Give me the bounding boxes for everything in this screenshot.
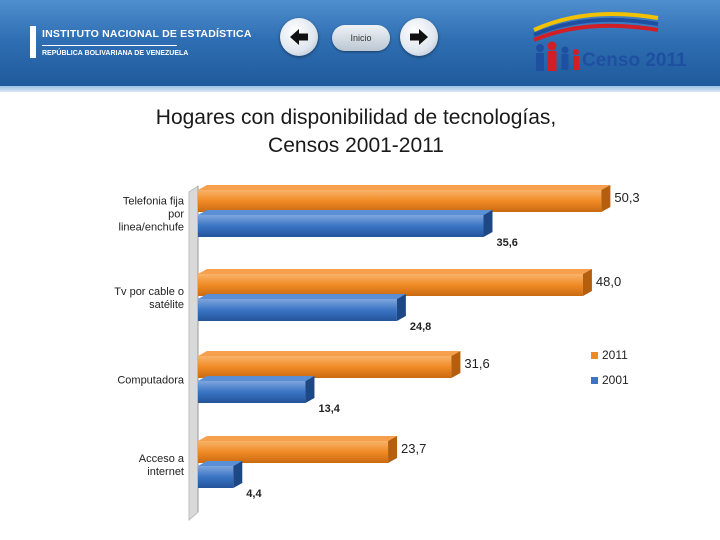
category-label-3: Acceso a — [139, 453, 185, 465]
bar-2011-3 — [198, 441, 389, 463]
header-divider — [0, 86, 720, 92]
bar-top-face — [198, 210, 493, 215]
censo-label: Censo 2011 — [582, 50, 687, 71]
category-label-0: Telefonia fija — [123, 196, 185, 208]
arrow-left-icon — [290, 29, 308, 45]
org-subtitle: REPÚBLICA BOLIVARIANA DE VENEZUELA — [42, 50, 189, 57]
chart-title: Hogares con disponibilidad de tecnología… — [0, 104, 712, 160]
bar-end-face — [601, 185, 611, 212]
bar-2011-2 — [198, 356, 452, 378]
family-icon — [533, 12, 659, 71]
next-button[interactable] — [400, 18, 438, 56]
bar-end-face — [582, 269, 592, 296]
org-name: INSTITUTO NACIONAL DE ESTADÍSTICA — [42, 28, 252, 40]
bar-top-face — [198, 436, 398, 441]
data-label-2001-3: 4,4 — [246, 488, 262, 500]
legend-label-2001: 2001 — [602, 373, 629, 387]
bar-top-face — [198, 461, 243, 466]
ine-logo-mark — [30, 26, 36, 58]
bar-2001-2 — [198, 381, 306, 403]
home-button[interactable]: Inicio — [332, 25, 390, 51]
bar-2001-3 — [198, 466, 234, 488]
bar-end-face — [233, 461, 243, 488]
category-label-1: satélite — [149, 299, 184, 311]
arrow-right-icon — [410, 29, 428, 45]
legend-swatch-2011 — [591, 352, 598, 359]
data-label-2011-3: 23,7 — [401, 441, 426, 456]
chart-title-line-2: Censos 2001-2011 — [268, 134, 444, 157]
bar-end-face — [451, 351, 461, 378]
data-label-2001-2: 13,4 — [318, 403, 340, 415]
category-label-2: Computadora — [117, 375, 185, 387]
bar-top-face — [198, 185, 611, 190]
bar-top-face — [198, 269, 592, 274]
bar-top-face — [198, 376, 315, 381]
category-label-0: por — [168, 209, 184, 221]
ine-logo: INSTITUTO NACIONAL DE ESTADÍSTICA REPÚBL… — [30, 24, 251, 68]
bar-top-face — [198, 294, 406, 299]
data-label-2011-0: 50,3 — [614, 190, 639, 205]
data-label-2011-2: 31,6 — [464, 356, 489, 371]
category-label-0: linea/enchufe — [119, 222, 184, 234]
org-rule — [42, 45, 177, 46]
category-label-3: internet — [147, 466, 184, 478]
bar-2011-1 — [198, 274, 583, 296]
censo-logo: Censo 2011 — [526, 8, 687, 80]
data-label-2001-0: 35,6 — [496, 237, 517, 249]
bar-2001-0 — [198, 215, 484, 237]
legend-label-2011: 2011 — [602, 348, 628, 362]
category-label-1: Tv por cable o — [114, 286, 184, 298]
bar-end-face — [483, 210, 493, 237]
bar-end-face — [388, 436, 398, 463]
bar-top-face — [198, 351, 461, 356]
legend-swatch-2001 — [591, 377, 598, 384]
legend: 2011 2001 — [591, 348, 629, 387]
data-label-2011-1: 48,0 — [596, 274, 621, 289]
bar-2001-1 — [198, 299, 397, 321]
bar-2011-0 — [198, 190, 602, 212]
previous-button[interactable] — [280, 18, 318, 56]
bar-end-face — [396, 294, 406, 321]
chart-title-line-1: Hogares con disponibilidad de tecnología… — [155, 106, 557, 129]
data-label-2001-1: 24,8 — [410, 321, 431, 333]
bar-end-face — [305, 376, 315, 403]
axis-wall — [188, 185, 199, 522]
